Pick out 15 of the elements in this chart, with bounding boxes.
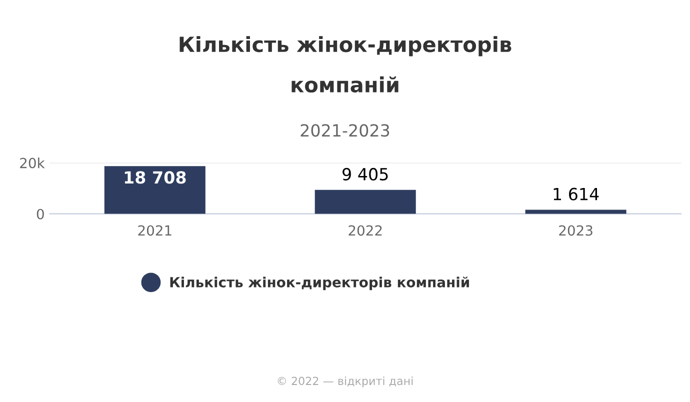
text: © 2022 — відкриті дані [278,376,413,388]
x-tick-label: 2021 [138,225,172,236]
x-tick-label: 2022 [348,225,382,236]
text: 1 614 [554,188,599,200]
text: 9 405 [342,168,388,180]
text: 18 708 [124,171,186,184]
legend-label: Кількість жінок-директорів компаній [170,276,469,290]
chart-title: Кількість жінок-директорів компаній [180,36,512,93]
bar [525,210,626,214]
chart-subtitle: 2021-2023 [300,124,390,137]
y-tick-label: 20k [20,158,45,168]
y-tick-label: 0 [36,208,44,220]
x-tick-label: 2023 [559,225,592,236]
bar [314,190,416,214]
bar [104,166,206,214]
